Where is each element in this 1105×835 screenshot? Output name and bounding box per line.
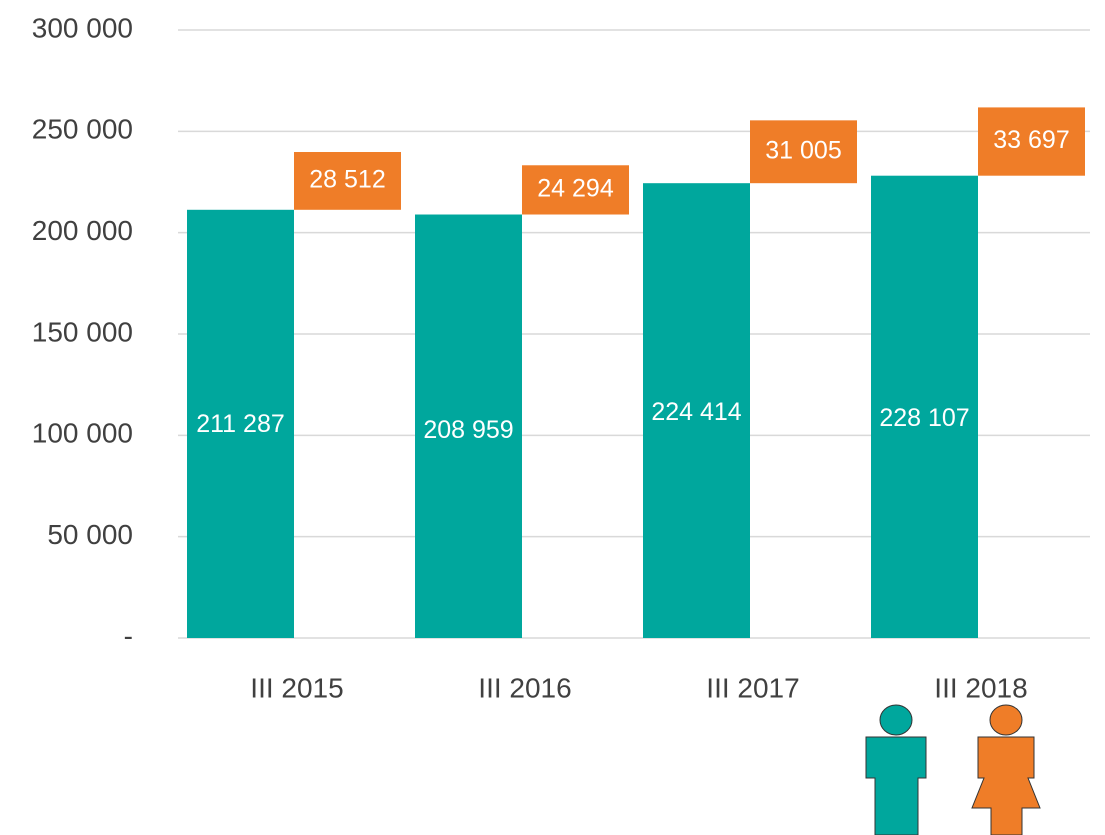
value-label: 33 697 xyxy=(993,126,1069,154)
bar xyxy=(643,183,750,638)
value-label: 211 287 xyxy=(196,410,285,438)
legend xyxy=(865,704,1041,835)
y-tick-label: 150 000 xyxy=(32,316,133,347)
bar xyxy=(187,209,294,638)
bar xyxy=(415,214,522,638)
bar xyxy=(871,175,978,639)
value-label: 31 005 xyxy=(765,136,841,164)
y-tick-label: 250 000 xyxy=(32,114,133,145)
y-tick-label: 300 000 xyxy=(32,12,133,43)
y-tick-label: 50 000 xyxy=(47,519,133,550)
value-label: 28 512 xyxy=(309,166,385,194)
bar xyxy=(522,165,629,215)
bar xyxy=(978,107,1085,176)
x-tick-label: III 2016 xyxy=(478,672,571,703)
x-tick-label: III 2015 xyxy=(250,672,343,703)
value-label: 24 294 xyxy=(537,175,614,203)
x-tick-label: III 2018 xyxy=(934,672,1027,703)
value-label: 228 107 xyxy=(879,404,969,432)
x-tick-label: III 2017 xyxy=(706,672,799,703)
y-tick-label: 100 000 xyxy=(32,418,133,449)
legend-woman-icon xyxy=(971,704,1041,835)
bar xyxy=(294,152,401,210)
value-label: 224 414 xyxy=(651,398,741,426)
bar xyxy=(750,120,857,184)
legend-man-icon xyxy=(865,704,927,835)
y-tick-label: 200 000 xyxy=(32,215,133,246)
y-tick-label: - xyxy=(124,620,133,651)
value-label: 208 959 xyxy=(423,416,513,444)
